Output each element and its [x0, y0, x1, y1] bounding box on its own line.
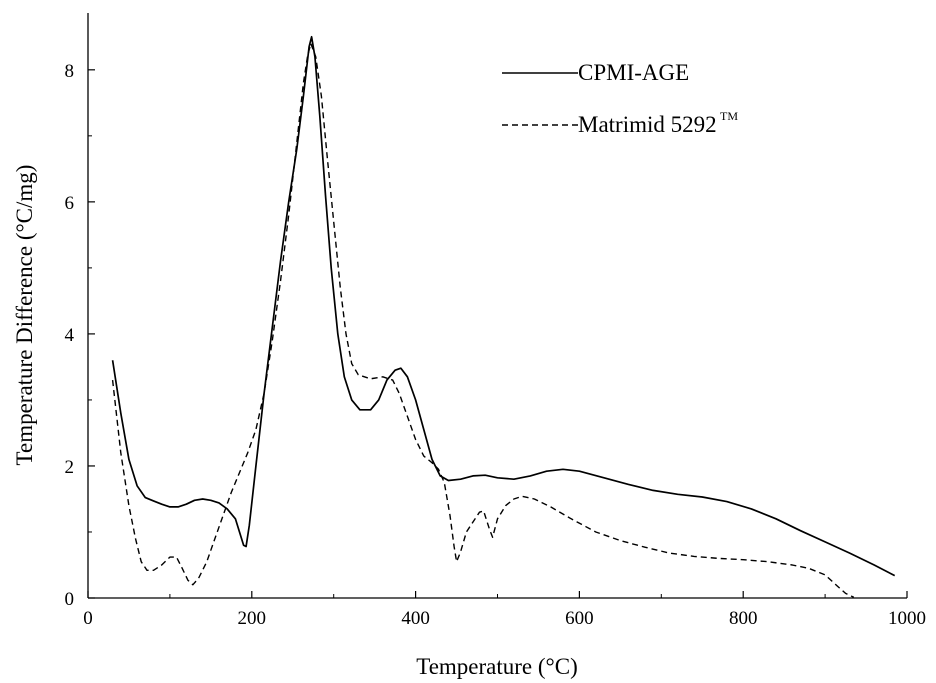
- y-tick-label: 2: [65, 457, 75, 478]
- x-ticks: 0 200 400 600 800 1000: [83, 591, 926, 629]
- series-lines: [111, 35, 896, 598]
- x-tick-label: 0: [83, 608, 93, 629]
- x-tick-label: 1000: [888, 608, 926, 629]
- y-tick-label: 4: [65, 325, 75, 346]
- y-tick-label: 6: [65, 193, 75, 214]
- x-tick-label: 400: [401, 608, 430, 629]
- x-tick-label: 800: [729, 608, 758, 629]
- y-ticks: 0 2 4 6 8: [65, 61, 95, 610]
- x-tick-label: 200: [238, 608, 267, 629]
- legend-label-cpmi-age: CPMI-AGE: [578, 60, 689, 85]
- x-axis-title: Temperature (°C): [416, 654, 577, 679]
- legend-label-matrimid: Matrimid 5292: [578, 112, 717, 137]
- legend-superscript-tm: TM: [720, 109, 738, 123]
- y-axis-title: Temperature Difference (°C/mg): [12, 165, 37, 466]
- legend: CPMI-AGE Matrimid 5292 TM: [502, 60, 738, 137]
- y-tick-label: 0: [65, 589, 75, 610]
- y-tick-label: 8: [65, 61, 75, 82]
- series-line-cpmi-age: [111, 35, 896, 577]
- x-tick-label: 600: [565, 608, 594, 629]
